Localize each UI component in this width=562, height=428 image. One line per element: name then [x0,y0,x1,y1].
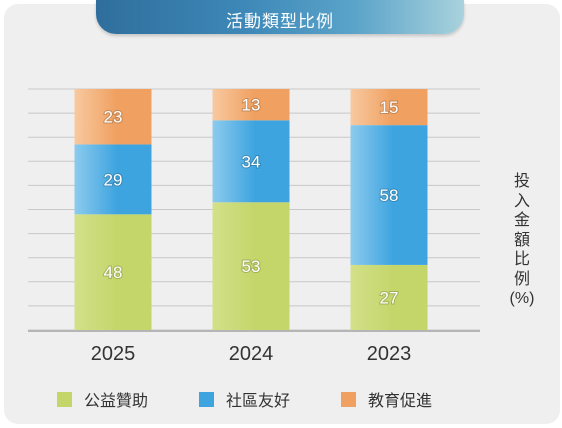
x-tick-label: 2025 [91,343,136,365]
bar-segment [74,144,152,215]
bar-value-label: 29 [104,170,123,189]
bar-segment [212,120,290,203]
chart-title: 活動類型比例 [226,12,334,31]
bar-segment [212,202,290,330]
y-axis-label-char: 例 [513,270,530,288]
bars [74,89,428,330]
legend-swatch [341,391,356,407]
legend-label: 社區友好 [226,393,291,410]
bar-segment [74,214,152,330]
y-axis-label-char: (%) [509,290,535,307]
bar-segment [350,89,428,126]
y-axis-label-char: 額 [513,231,530,249]
bar-value-label: 34 [242,152,261,171]
title-banner [96,0,464,34]
y-axis-label-char: 投 [513,173,530,190]
y-axis-label-char: 入 [513,192,530,210]
legend-item: 公益贊助 [57,388,148,410]
y-axis-label-char: 比 [513,251,530,268]
legend-item: 社區友好 [199,388,290,410]
bar-segment [350,125,428,265]
bar-segment [74,89,152,145]
bar-value-label: 58 [380,186,399,205]
bar-value-label: 23 [104,108,123,127]
legend-item: 教育促進 [341,388,432,410]
x-axis: 2025 2024 2023 [91,343,412,365]
bar-value-labels: 48 29 23 53 34 13 27 58 15 [103,95,400,309]
bar-value-label: 53 [242,257,261,276]
legend-swatch [57,391,72,407]
x-tick-label: 2024 [229,343,274,365]
bar-value-label: 27 [380,288,399,307]
legend-swatch [199,391,214,407]
x-tick-label: 2023 [367,343,412,365]
bar-segment [350,264,428,330]
bar-value-label: 48 [104,263,123,282]
bar-value-label: 13 [242,96,261,115]
y-axis-label-char: 金 [513,212,530,229]
y-axis-label: 投 入 金 額 比 例 (%) [505,172,539,309]
legend-label: 公益贊助 [84,393,149,410]
bar-segment [212,89,290,121]
legend-label: 教育促進 [368,393,433,410]
bar-value-label: 15 [380,98,399,117]
